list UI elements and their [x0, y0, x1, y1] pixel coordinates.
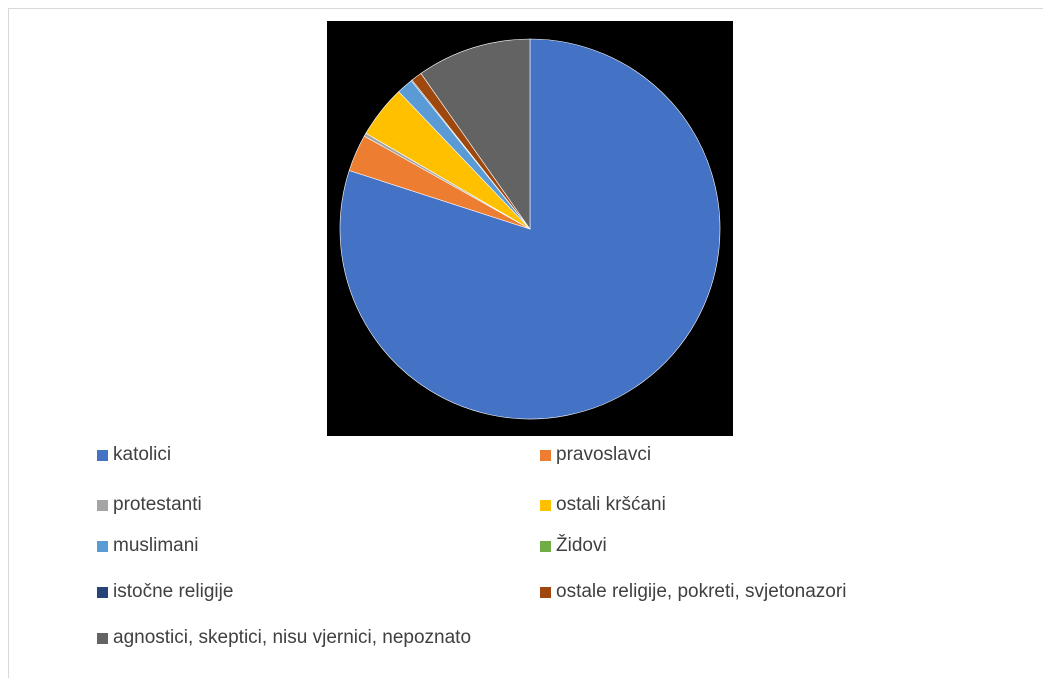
legend-item-6: istočne religije	[97, 579, 233, 605]
legend-label-2: protestanti	[113, 494, 202, 516]
legend-label-8: agnostici, skeptici, nisu vjernici, nepo…	[113, 627, 471, 649]
legend-swatch-2	[97, 500, 108, 511]
legend-swatch-0	[97, 450, 108, 461]
legend-swatch-1	[540, 450, 551, 461]
legend-label-5: Židovi	[556, 535, 607, 557]
pie-chart	[327, 21, 733, 436]
legend-swatch-4	[97, 541, 108, 552]
legend-swatch-6	[97, 587, 108, 598]
legend-swatch-8	[97, 633, 108, 644]
legend-label-0: katolici	[113, 444, 171, 466]
legend-label-3: ostali kršćani	[556, 494, 666, 516]
legend-item-3: ostali kršćani	[540, 492, 666, 518]
legend-swatch-3	[540, 500, 551, 511]
legend-label-7: ostale religije, pokreti, svjetonazori	[556, 581, 846, 603]
legend-item-4: muslimani	[97, 533, 199, 559]
legend-item-1: pravoslavci	[540, 442, 651, 468]
legend-swatch-5	[540, 541, 551, 552]
legend-item-7: ostale religije, pokreti, svjetonazori	[540, 579, 846, 605]
legend-label-1: pravoslavci	[556, 444, 651, 466]
legend-item-2: protestanti	[97, 492, 202, 518]
legend-label-4: muslimani	[113, 535, 199, 557]
legend-item-0: katolici	[97, 442, 171, 468]
legend-swatch-7	[540, 587, 551, 598]
legend-item-8: agnostici, skeptici, nisu vjernici, nepo…	[97, 625, 471, 651]
legend-label-6: istočne religije	[113, 581, 233, 603]
legend-item-5: Židovi	[540, 533, 607, 559]
